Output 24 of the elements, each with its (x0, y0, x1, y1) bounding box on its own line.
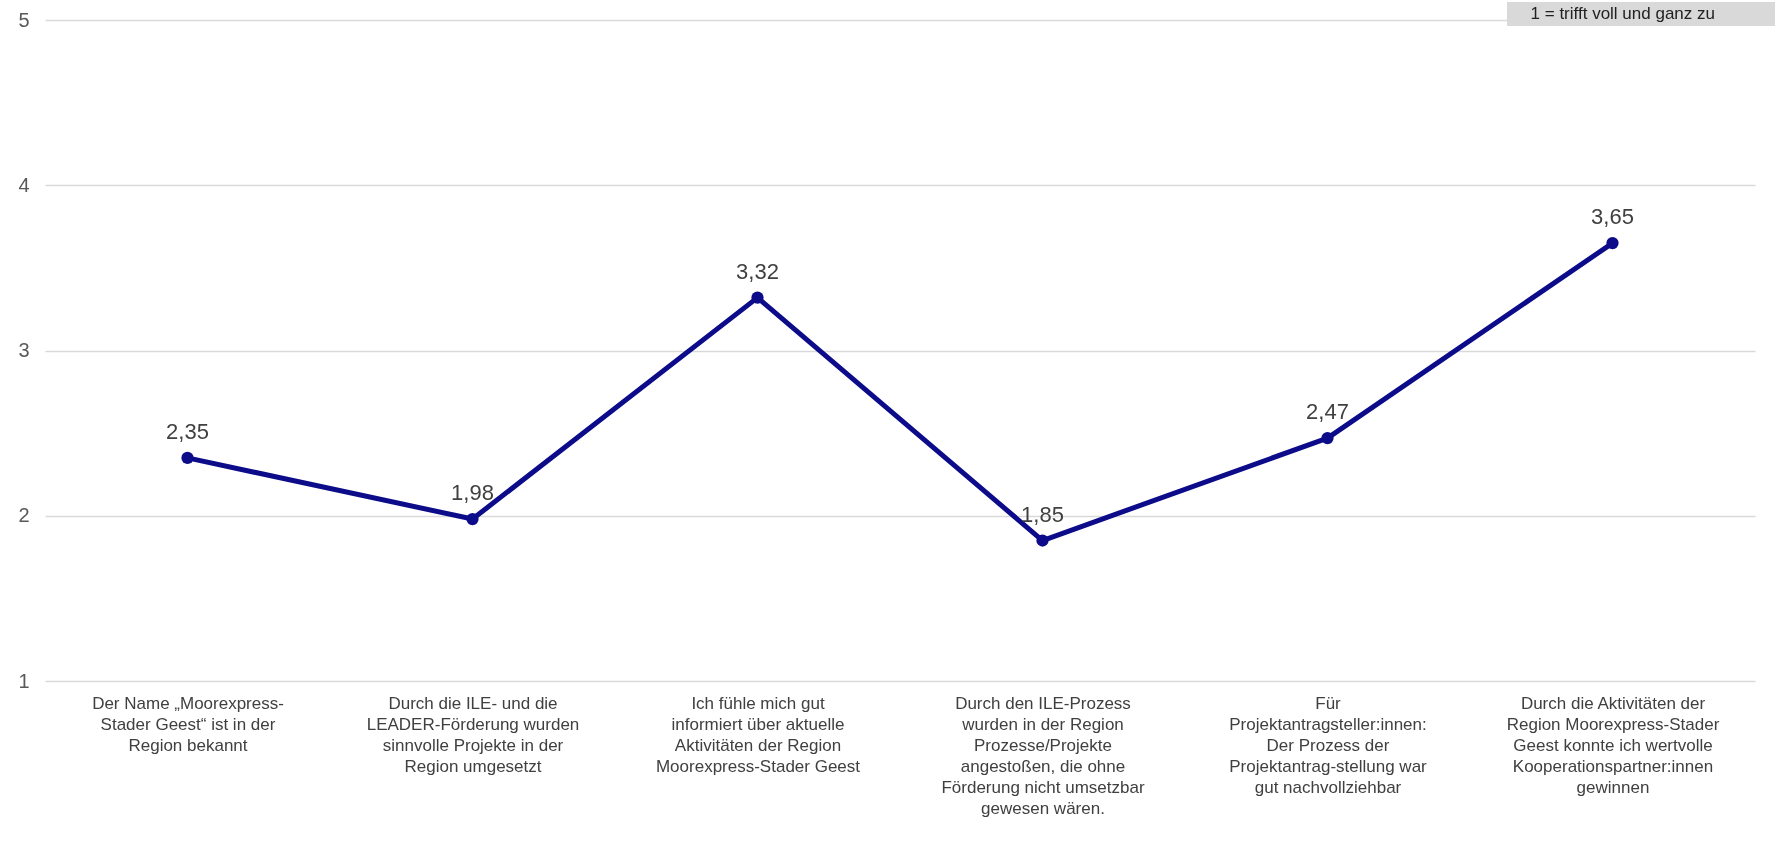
text: 3,65 (1591, 204, 1634, 230)
y-tick-label: 4 (18, 173, 30, 196)
text: 1,98 (451, 480, 494, 506)
y-tick-label: 3 (18, 339, 30, 361)
point (751, 291, 764, 304)
point (181, 451, 194, 465)
text: 2,35 (166, 418, 209, 444)
x-tick-label: Ich fühle mich gut informiert über aktuelle Aktivitäten der Region Moorexpress-Stader Geest (655, 693, 861, 776)
x-tick-label: Durch die ILE- und die LEADER-Förderung wurden sinnvolle Projekte in der Region umgesetzt (366, 693, 580, 776)
note-box: 1 = trifft voll und ganz zu (1506, 2, 1775, 26)
point (1321, 431, 1334, 445)
point (1606, 236, 1619, 250)
y-tick-label: 2 (18, 504, 30, 527)
x-tick-label: Durch den ILE-Prozess wurden in der Region Prozesse/Projekte angestoßen, die ohne Förderung nicht umsetzbar gewesen wären. (941, 693, 1145, 818)
text: 3,32 (736, 258, 779, 284)
text: 1,85 (1021, 501, 1064, 527)
x-tick-label: Der Name „Moorexpress-Stader Geest“ ist in der Region bekannt (92, 693, 284, 755)
y-tick-label: 1 (18, 669, 30, 692)
point (1036, 534, 1049, 547)
x-tick-label: Für Projektantragsteller:innen: Der Prozess der Projektantrag-stellung war gut nachvollziehbar (1229, 693, 1428, 797)
y-tick-label: 5 (18, 8, 30, 31)
text: 2,47 (1306, 399, 1349, 425)
x-tick-label: Durch die Aktivitäten der Region Moorexpress-Stader Geest konnte ich wertvolle Kooperationspartner:innen gewinnen (1506, 693, 1720, 797)
point (466, 512, 479, 526)
